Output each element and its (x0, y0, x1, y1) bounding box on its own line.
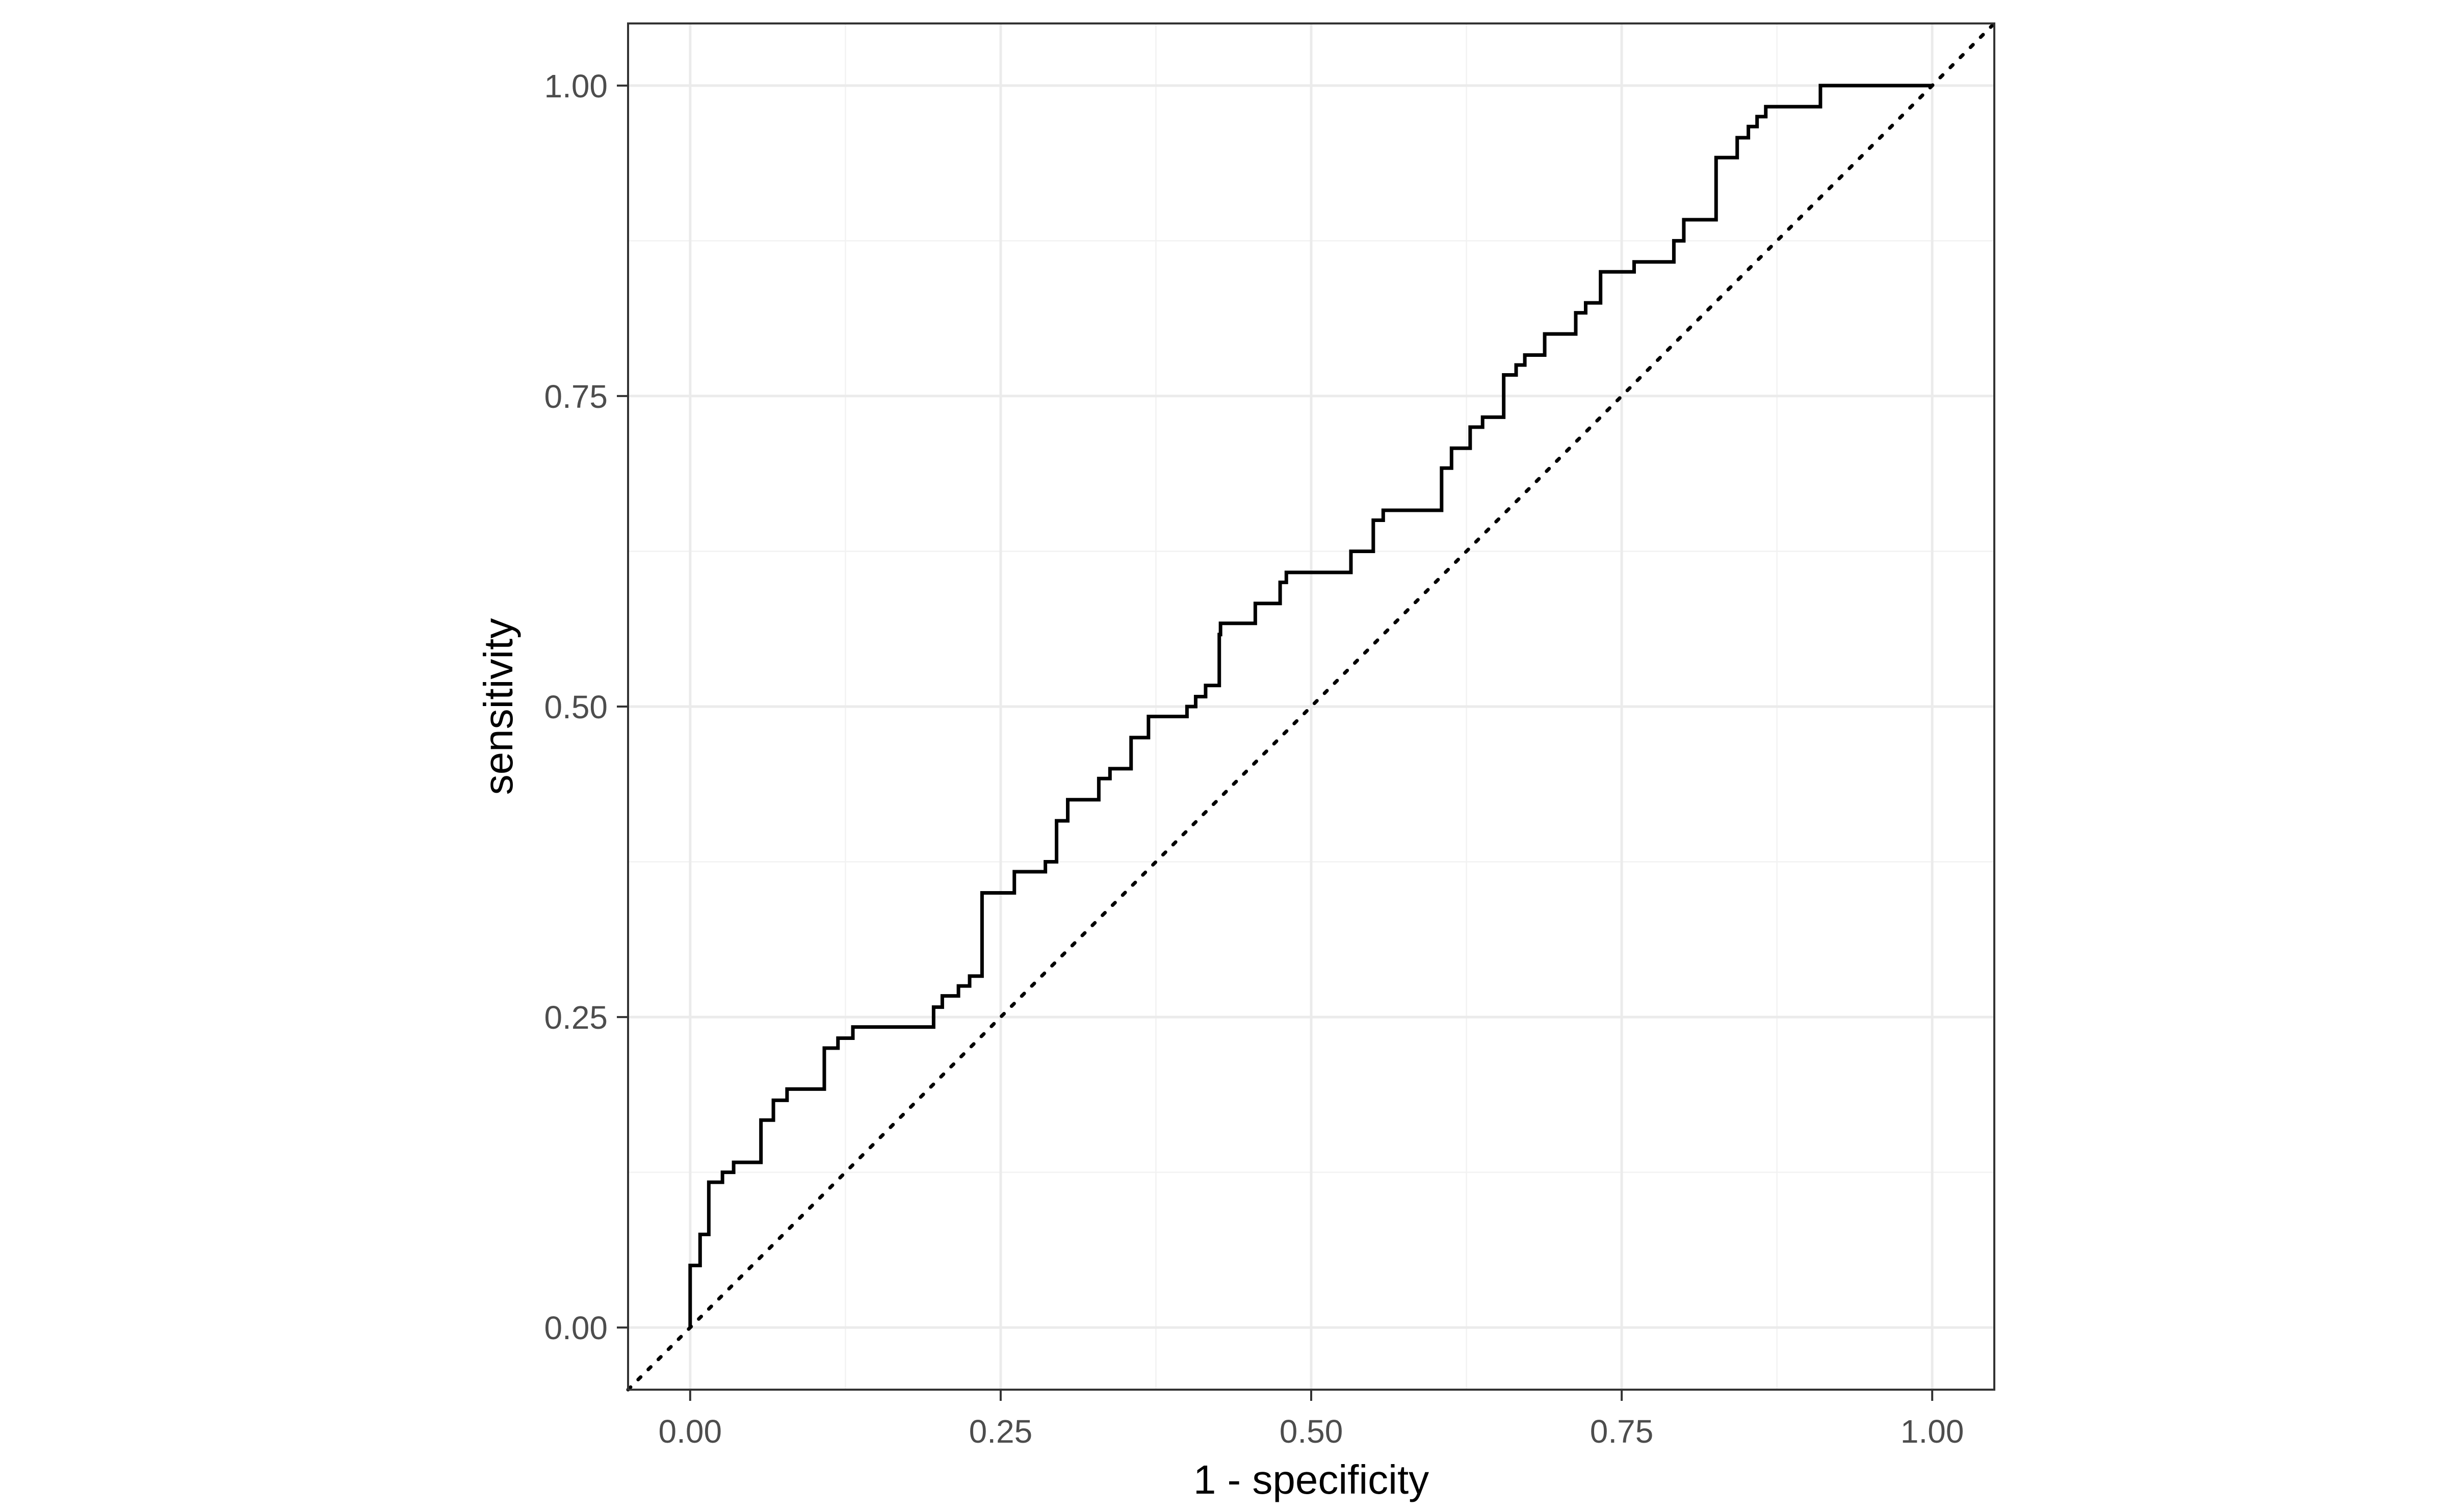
x-axis-tick-label: 0.25 (969, 1413, 1033, 1450)
x-axis-tick-label: 0.75 (1590, 1413, 1654, 1450)
roc-curve-line (688, 84, 1933, 1328)
x-axis-title: 1 - specificity (1193, 1457, 1429, 1502)
y-axis-tick-label: 1.00 (544, 68, 608, 105)
y-axis-tick-label: 0.50 (544, 689, 608, 725)
x-axis-tick-label: 0.50 (1280, 1413, 1343, 1450)
y-axis-tick-label: 0.75 (544, 378, 608, 415)
y-axis-tick-label: 0.25 (544, 999, 608, 1036)
x-axis: 0.00 0.25 0.50 0.75 1.00 (659, 1390, 1964, 1450)
major-gridlines (628, 23, 1994, 1390)
y-axis: 0.00 0.25 0.50 0.75 1.00 (544, 68, 628, 1346)
series-layer (626, 21, 1996, 1392)
x-axis-tick-label: 1.00 (1901, 1413, 1964, 1450)
y-axis-tick-label: 0.00 (544, 1310, 608, 1346)
x-axis-tick-label: 0.00 (659, 1413, 722, 1450)
y-axis-title: sensitivity (476, 618, 521, 795)
